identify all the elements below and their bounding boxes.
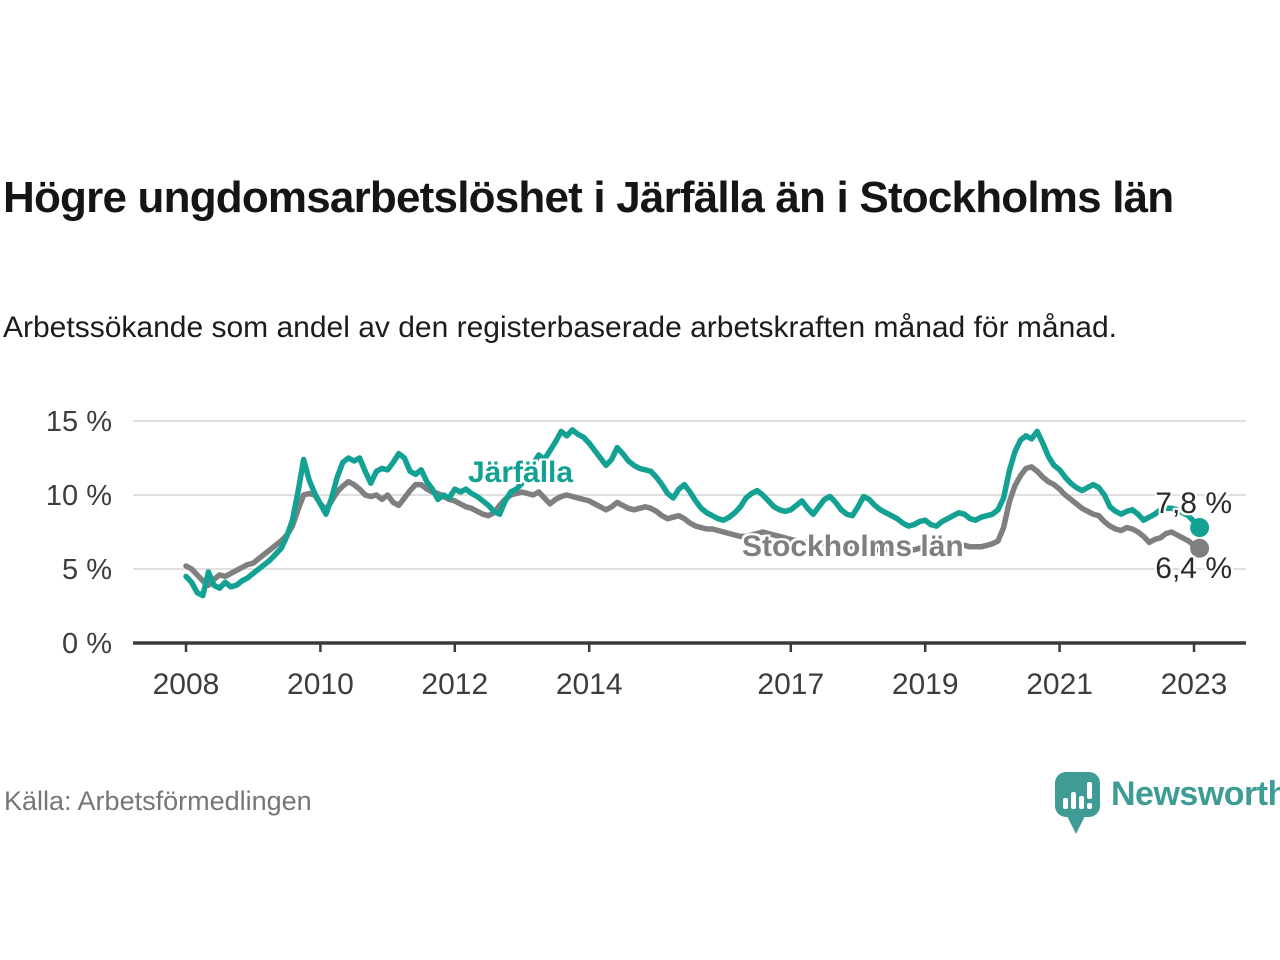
newsworthy-wordmark: Newsworthy [1111,775,1280,813]
newsworthy-brand: Newsworthy [1054,770,1280,840]
svg-text:2014: 2014 [556,668,623,701]
newsworthy-logo-icon [1055,772,1100,834]
svg-text:10 %: 10 % [46,480,112,512]
svg-text:2017: 2017 [757,668,824,701]
svg-text:2012: 2012 [421,668,488,701]
svg-text:15 %: 15 % [46,406,112,438]
end-value-label-stockholms-lan: 6,4 % [1155,552,1232,585]
svg-text:2023: 2023 [1161,668,1228,701]
series-label-jarfalla: Järfälla [468,456,574,489]
series-label-stockholms-lan: Stockholms län [742,530,964,563]
svg-text:5 %: 5 % [62,554,112,586]
source-credit: Källa: Arbetsförmedlingen [4,786,312,816]
svg-text:0 %: 0 % [62,628,112,660]
svg-text:2019: 2019 [892,668,959,701]
chart-subtitle: Arbetssökande som andel av den registerb… [3,311,1117,344]
svg-text:2008: 2008 [153,668,220,701]
svg-text:2010: 2010 [287,668,354,701]
page-title: Högre ungdomsarbetslöshet i Järfälla än … [3,173,1174,223]
svg-text:2021: 2021 [1026,668,1093,701]
end-value-label-jarfalla: 7,8 % [1155,487,1232,520]
